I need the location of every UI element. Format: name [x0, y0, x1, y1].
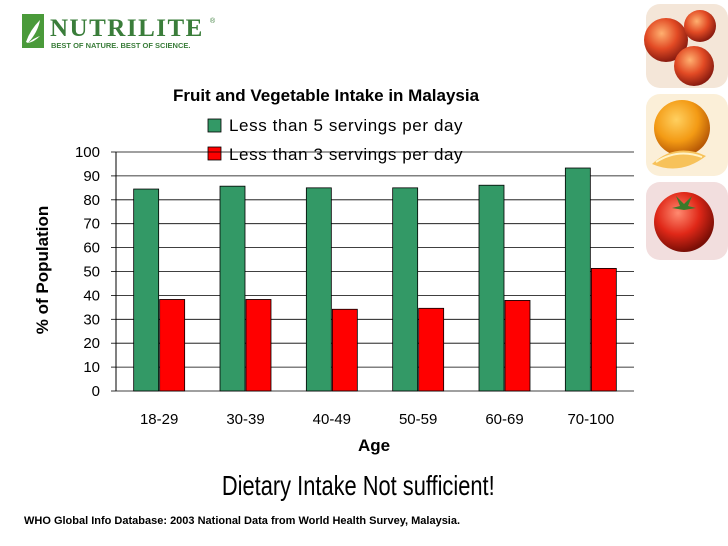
bar-under-5-servings [219, 185, 246, 392]
logo-tagline: BEST OF NATURE. BEST OF SCIENCE. [51, 41, 190, 50]
y-axis-label: % of Population [33, 206, 52, 334]
legend-label-under-3: Less than 3 servings per day [229, 145, 463, 164]
x-axis: 18-29 30-39 40-49 50-59 60-69 70-100 [140, 411, 614, 428]
bar-under-3-servings [331, 308, 358, 392]
y-tick-label: 60 [83, 240, 100, 257]
apple-icon [644, 4, 728, 88]
headline: Dietary Intake Not sufficient! [221, 470, 495, 501]
legend-box [160, 110, 564, 168]
legend-swatch-under-5 [207, 118, 222, 133]
y-tick-label: 0 [92, 383, 100, 400]
tomato-icon [646, 182, 728, 260]
bar-under-5-servings [133, 188, 160, 392]
y-tick-label: 20 [83, 335, 100, 352]
y-tick-label: 30 [83, 311, 100, 328]
chart-title: Fruit and Vegetable Intake in Malaysia [173, 86, 480, 105]
bar-under-5-servings [564, 167, 591, 392]
logo-registered-mark: ® [210, 17, 216, 25]
y-tick-label: 90 [83, 168, 100, 185]
bars [133, 167, 617, 392]
legend: Less than 5 servings per day Less than 3… [160, 110, 564, 168]
x-tick-label: 30-39 [226, 411, 264, 428]
bar-under-5-servings [392, 187, 419, 392]
y-tick-label: 70 [83, 216, 100, 233]
x-tick-label: 50-59 [399, 411, 437, 428]
x-tick-label: 18-29 [140, 411, 178, 428]
y-tick-label: 10 [83, 359, 100, 376]
orange-icon [646, 94, 728, 176]
y-tick-label: 80 [83, 192, 100, 209]
y-label-mask [0, 178, 30, 368]
y-tick-label: 100 [75, 144, 100, 161]
source-note: WHO Global Info Database: 2003 National … [24, 515, 461, 527]
bar-under-3-servings [590, 267, 617, 392]
logo-wordmark: NUTRILITE [50, 15, 204, 42]
x-tick-label: 70-100 [567, 411, 614, 428]
nutrilite-logo: NUTRILITE ® BEST OF NATURE. BEST OF SCIE… [22, 14, 216, 50]
x-tick-label: 60-69 [485, 411, 523, 428]
leaf-icon [26, 20, 40, 43]
bar-under-5-servings [478, 184, 505, 392]
gridlines [116, 151, 634, 392]
y-tick-label: 40 [83, 287, 100, 304]
bar-under-3-servings [418, 307, 445, 392]
fruit-images [644, 4, 728, 260]
x-tick-label: 40-49 [313, 411, 351, 428]
y-tick-label: 50 [83, 264, 100, 281]
legend-label-under-5: Less than 5 servings per day [229, 116, 463, 135]
y-axis: 0 10 20 30 40 50 60 70 80 90 100 [75, 144, 117, 400]
bar-under-5-servings [305, 187, 332, 392]
bar-under-3-servings [504, 300, 531, 392]
bar-under-3-servings [245, 299, 272, 392]
legend-swatch-under-3 [207, 146, 222, 161]
bar-under-3-servings [159, 299, 186, 392]
x-axis-label: Age [358, 436, 390, 455]
